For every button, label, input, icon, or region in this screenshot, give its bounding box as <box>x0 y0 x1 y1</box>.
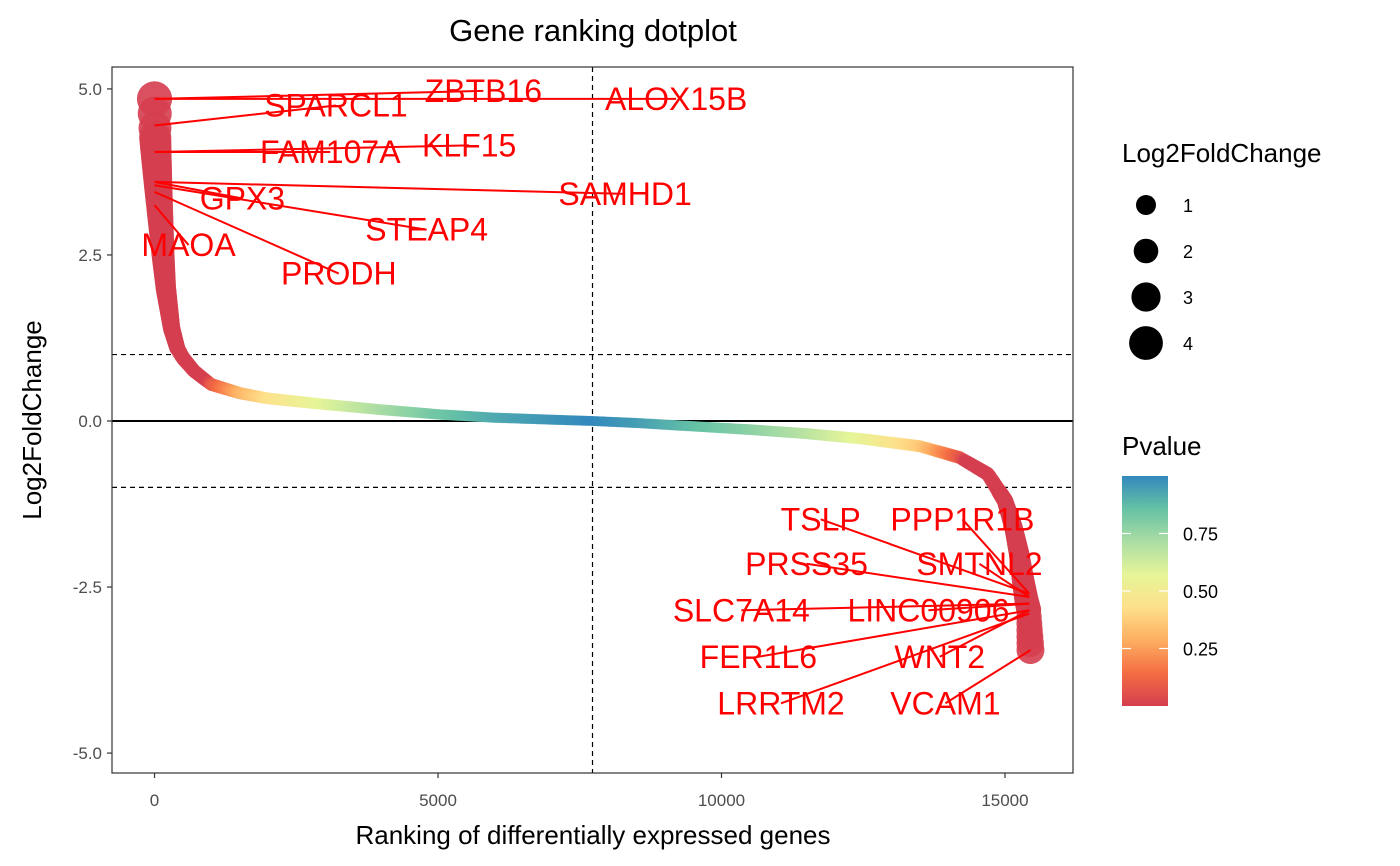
gene-label: SMTNL2 <box>916 546 1042 582</box>
size-legend-items: 1 2 3 4 <box>1129 195 1193 360</box>
gene-label: PRODH <box>281 256 397 292</box>
chart-title: Gene ranking dotplot <box>449 13 737 48</box>
size-legend: Log2FoldChange 1 2 3 4 <box>1122 138 1322 360</box>
gene-label-connector <box>154 190 340 275</box>
y-tick-label: -2.5 <box>73 578 102 597</box>
gene-label: LRRTM2 <box>717 685 844 721</box>
color-legend: Pvalue 0.25 0.50 0.75 <box>1122 431 1218 706</box>
gene-label-connector <box>741 602 1030 612</box>
gene-label-connector <box>780 612 1030 705</box>
size-legend-key <box>1131 282 1161 312</box>
gene-label: STEAP4 <box>365 212 488 248</box>
gene-label-connector <box>758 609 1030 658</box>
size-legend-label: 1 <box>1183 196 1193 216</box>
gene-label: SLC7A14 <box>673 592 810 628</box>
gene-label: SAMHD1 <box>558 176 691 212</box>
x-tick-label: 5000 <box>419 791 457 810</box>
size-legend-title: Log2FoldChange <box>1122 138 1322 168</box>
gene-label-connector <box>961 518 1031 595</box>
y-axis-title: Log2FoldChange <box>17 320 47 520</box>
size-legend-key <box>1129 326 1163 360</box>
color-legend-label: 0.75 <box>1183 525 1218 545</box>
gene-label-connector <box>154 104 337 127</box>
size-legend-key <box>1136 195 1156 215</box>
color-legend-title: Pvalue <box>1122 431 1202 461</box>
gene-label-connector <box>944 649 1032 705</box>
gene-label: ALOX15B <box>605 81 747 117</box>
x-tick-label: 0 <box>150 791 159 810</box>
gene-label: ZBTB16 <box>425 73 542 109</box>
gene-label-connector <box>154 89 484 100</box>
gene-label-connector <box>806 562 1030 598</box>
gene-label: PRSS35 <box>745 546 868 582</box>
gene-label: KLF15 <box>422 127 516 163</box>
y-axis: 5.0 2.5 0.0 -2.5 -5.0 <box>73 80 112 763</box>
plot-panel-border <box>111 66 1074 774</box>
gene-label-connector <box>154 180 626 195</box>
size-legend-label: 2 <box>1183 242 1193 262</box>
gene-label: PPP1R1B <box>890 501 1034 537</box>
y-tick-label: -5.0 <box>73 744 102 763</box>
gene-label-connector <box>820 518 1030 595</box>
color-legend-label: 0.50 <box>1183 582 1218 602</box>
gene-label-connector <box>154 144 470 154</box>
data-points <box>136 81 1045 665</box>
x-tick-label: 10000 <box>698 791 745 810</box>
size-legend-label: 3 <box>1183 288 1193 308</box>
y-tick-label: 2.5 <box>78 246 102 265</box>
gene-label-connector <box>928 602 1030 612</box>
size-legend-label: 4 <box>1183 334 1193 354</box>
size-legend-key <box>1133 238 1159 264</box>
y-tick-label: 0.0 <box>78 412 102 431</box>
gene-label: TSLP <box>781 501 861 537</box>
x-axis-title: Ranking of differentially expressed gene… <box>355 820 830 850</box>
gene-label: SPARCL1 <box>264 88 407 124</box>
label-connectors <box>153 89 1032 705</box>
gene-label-connector <box>978 562 1030 598</box>
gene-label: GPX3 <box>200 181 285 217</box>
gene-label-connector <box>154 184 427 231</box>
gene-labels: ZBTB16 ALOX15B SPARCL1 FAM107A KLF15 GPX3 SAMH… <box>141 73 1042 721</box>
gene-label-connector <box>154 180 243 200</box>
gene-label: WNT2 <box>894 639 985 675</box>
color-legend-label: 0.25 <box>1183 640 1218 660</box>
gene-label: MAOA <box>141 227 236 263</box>
gene-label: VCAM1 <box>890 685 1000 721</box>
x-tick-label: 15000 <box>981 791 1028 810</box>
gene-label: LINC00906 <box>847 592 1009 628</box>
color-legend-ticks: 0.25 0.50 0.75 <box>1122 525 1218 660</box>
gene-label: FER1L6 <box>700 639 817 675</box>
gene-label: FAM107A <box>260 134 401 170</box>
gene-label-connector <box>153 204 190 246</box>
x-axis: 0 5000 10000 15000 <box>150 773 1029 810</box>
y-tick-label: 5.0 <box>78 80 102 99</box>
